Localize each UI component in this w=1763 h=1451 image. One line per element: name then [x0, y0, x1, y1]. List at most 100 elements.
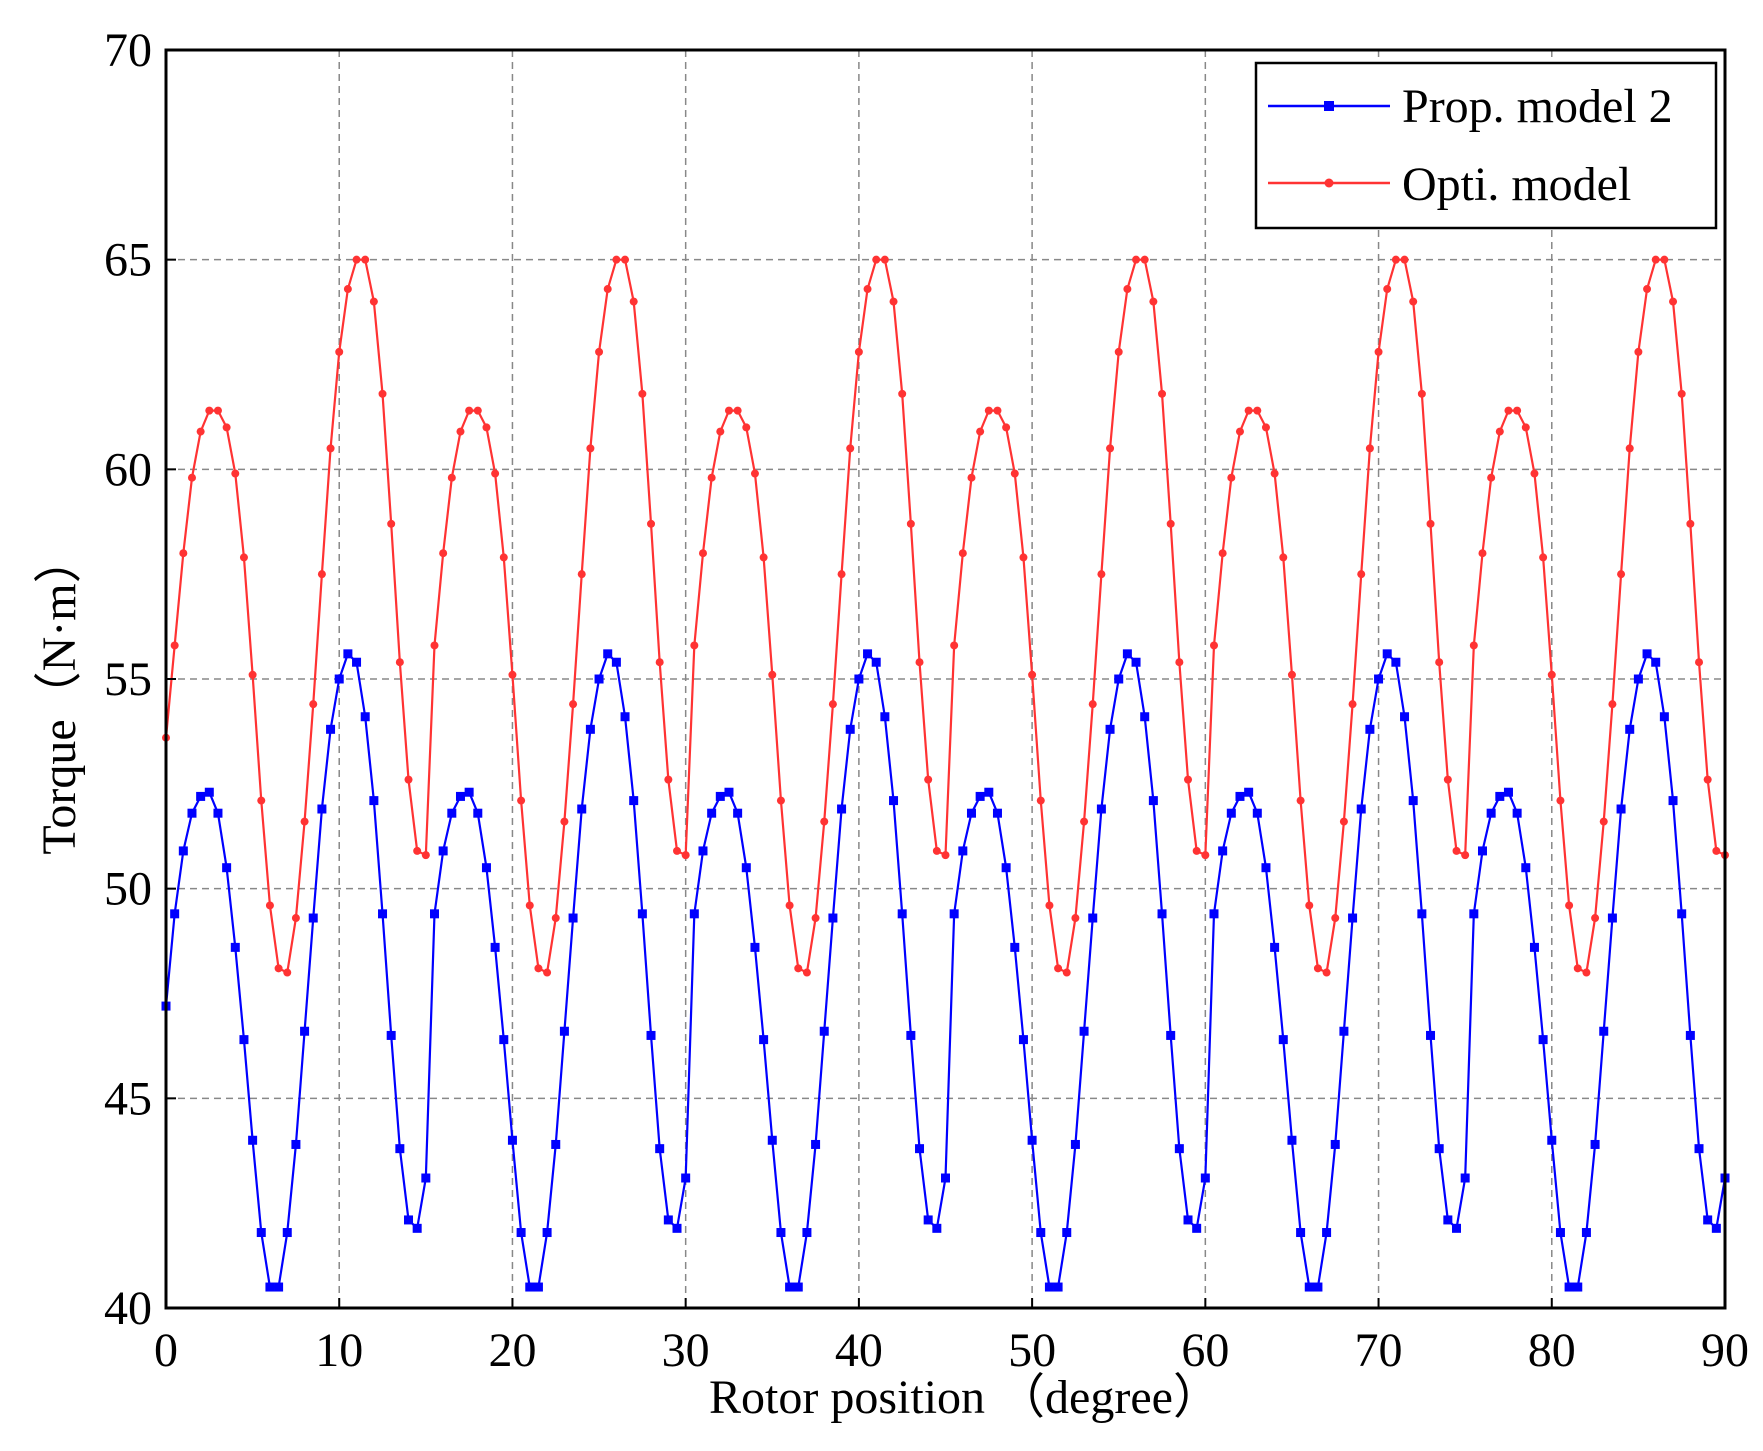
data-point [369, 796, 379, 806]
data-point [647, 519, 656, 528]
data-point [387, 519, 396, 528]
data-point [785, 1282, 795, 1292]
data-point [274, 1282, 284, 1292]
data-point [291, 914, 300, 923]
data-point [958, 846, 968, 856]
data-point [187, 808, 197, 818]
data-point [343, 285, 352, 294]
data-point [1149, 297, 1158, 306]
data-point [413, 846, 422, 855]
y-tick-label: 40 [104, 1282, 152, 1335]
data-point [1357, 570, 1366, 579]
data-point [594, 674, 604, 684]
data-point [1244, 406, 1253, 415]
data-point [551, 1139, 561, 1149]
data-point [1244, 787, 1254, 797]
x-tick-label: 70 [1355, 1324, 1403, 1377]
data-point [196, 427, 205, 436]
data-point [213, 406, 222, 415]
data-point [932, 1223, 942, 1233]
data-point [673, 846, 682, 855]
data-point [1348, 913, 1358, 923]
data-point [1105, 724, 1115, 734]
data-point [395, 658, 404, 667]
data-point [776, 1228, 786, 1238]
legend: Prop. model 2 Opti. model [1254, 61, 1718, 230]
data-point [1322, 968, 1331, 977]
data-point [1495, 791, 1505, 801]
data-point [335, 347, 344, 356]
data-point [1114, 347, 1123, 356]
data-point [447, 473, 456, 482]
data-point [802, 1228, 812, 1238]
data-point [750, 942, 760, 952]
x-tick-label: 20 [488, 1324, 536, 1377]
data-point [1348, 700, 1357, 709]
data-point [309, 700, 318, 709]
data-point [1339, 817, 1348, 826]
data-point [1443, 775, 1452, 784]
data-point [430, 641, 439, 650]
data-point [274, 964, 283, 973]
data-point [689, 909, 699, 919]
x-tick-label: 50 [1008, 1324, 1056, 1377]
data-point [456, 427, 465, 436]
data-point [1677, 389, 1686, 398]
data-point [317, 570, 326, 579]
data-point [231, 469, 240, 478]
legend-marker-opti-model [1324, 178, 1334, 188]
data-point [326, 724, 336, 734]
data-point [326, 444, 335, 453]
data-point [1365, 724, 1375, 734]
data-point [1313, 964, 1322, 973]
data-point [1218, 846, 1228, 856]
data-point [551, 914, 560, 923]
data-point [1711, 1223, 1721, 1233]
data-point [204, 787, 214, 797]
data-point [1062, 1228, 1072, 1238]
data-point [984, 406, 993, 415]
data-point [1019, 553, 1028, 562]
data-point [906, 1030, 916, 1040]
data-point [1625, 724, 1635, 734]
data-point [750, 469, 759, 478]
data-point [170, 641, 179, 650]
x-tick-label: 40 [835, 1324, 883, 1377]
data-point [1391, 657, 1401, 667]
data-point [1538, 1035, 1548, 1045]
data-point [941, 851, 950, 860]
data-point [1252, 808, 1262, 818]
data-point [265, 1282, 275, 1292]
data-point [1356, 804, 1366, 814]
data-point [906, 519, 915, 528]
data-point [222, 423, 231, 432]
y-tick-label: 70 [104, 24, 152, 77]
data-point [1409, 297, 1418, 306]
data-point [187, 473, 196, 482]
data-point [802, 968, 811, 977]
data-point [1036, 1228, 1046, 1238]
data-point [282, 1228, 292, 1238]
data-point [1096, 804, 1106, 814]
x-tick-label: 90 [1701, 1324, 1749, 1377]
data-point [1599, 1026, 1609, 1036]
data-point [1503, 787, 1513, 797]
data-point [1044, 1282, 1054, 1292]
data-point [179, 549, 188, 558]
legend-label-prop-model-2: Prop. model 2 [1402, 80, 1673, 133]
data-point [1365, 444, 1374, 453]
data-point [595, 347, 604, 356]
data-point [1209, 641, 1218, 650]
data-point [248, 1135, 258, 1145]
data-point [880, 255, 889, 264]
data-point [1071, 914, 1080, 923]
series-line-prop-model-2 [164, 652, 1727, 1289]
data-point [1694, 1144, 1704, 1154]
data-point [603, 649, 613, 659]
data-point [837, 570, 846, 579]
data-point [490, 942, 500, 952]
data-point [621, 255, 630, 264]
y-tick-label: 45 [104, 1072, 152, 1125]
data-point [872, 255, 881, 264]
data-point [378, 909, 388, 919]
